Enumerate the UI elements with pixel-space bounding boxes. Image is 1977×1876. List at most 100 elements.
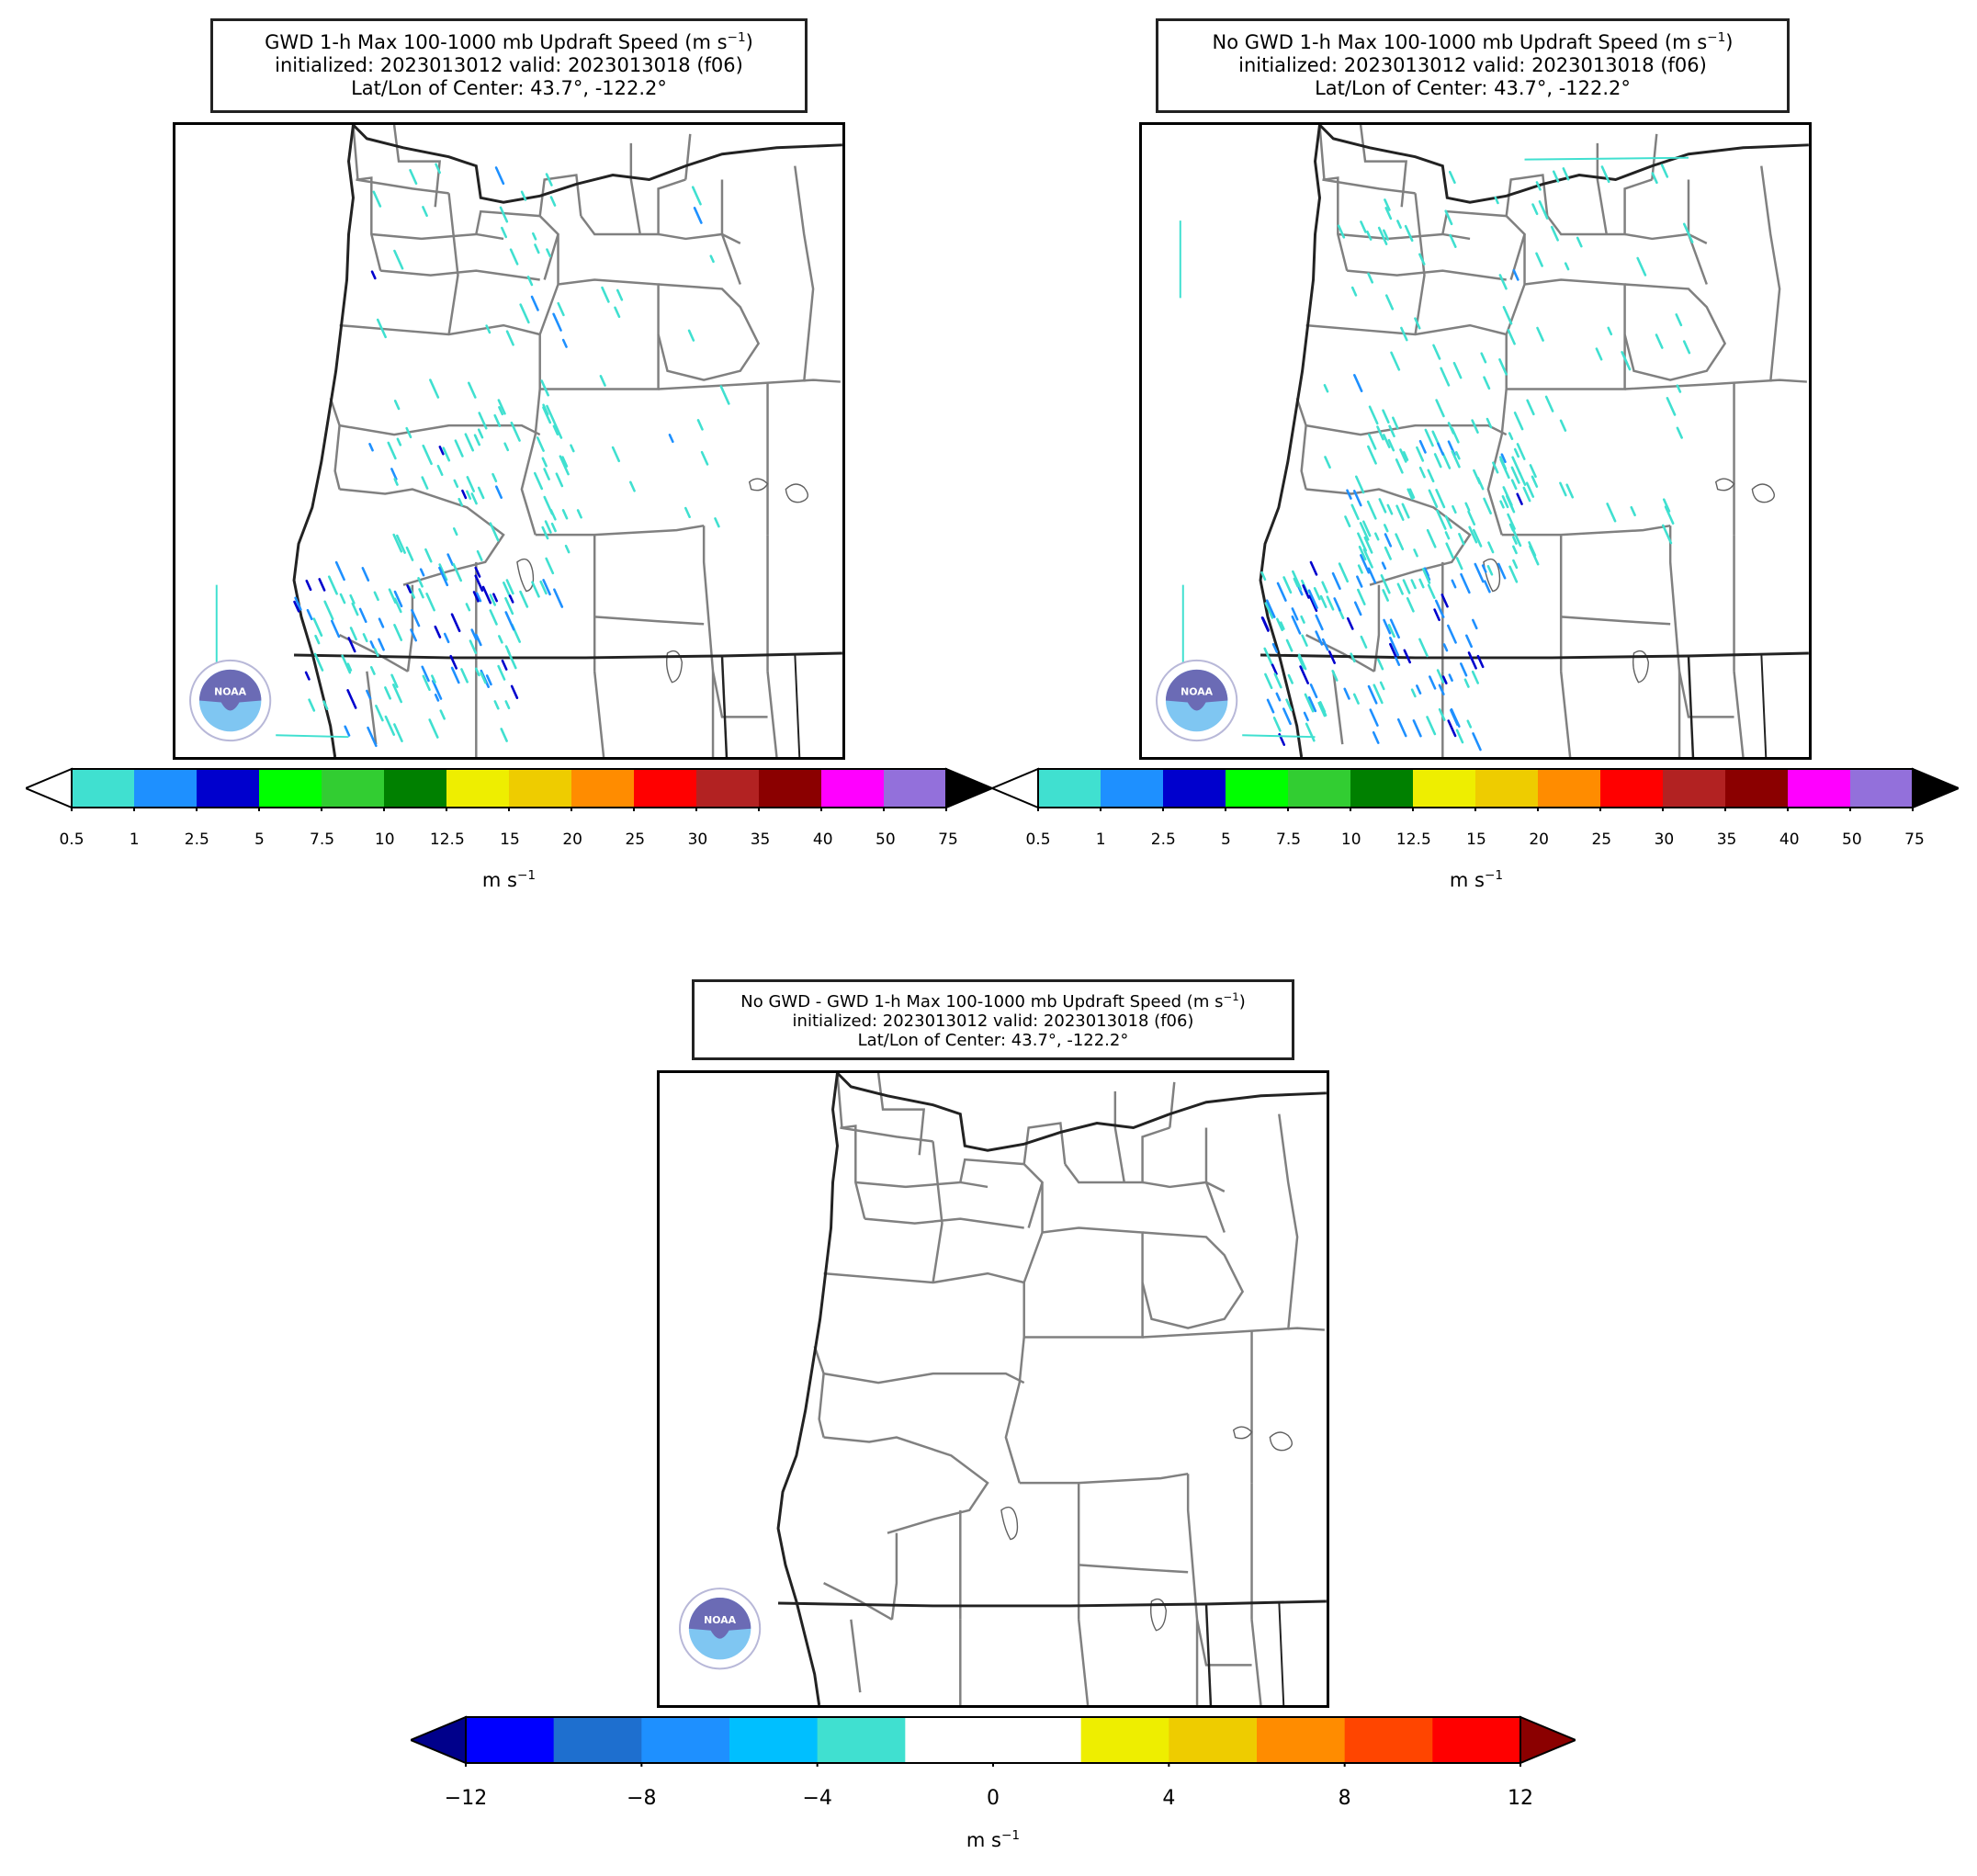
unit-sup: −1 <box>1000 1828 1021 1843</box>
updraft-streak <box>369 665 376 675</box>
state-border-ca-nv <box>720 655 729 757</box>
updraft-streak <box>390 468 398 480</box>
updraft-streak <box>541 457 548 468</box>
updraft-streak <box>1368 405 1379 425</box>
updraft-streak <box>1366 230 1373 241</box>
updraft-streak <box>1512 559 1519 570</box>
county-boundary <box>1668 526 1734 718</box>
updraft-streak <box>384 686 392 700</box>
updraft-streak <box>1377 658 1384 671</box>
updraft-streak <box>293 600 300 613</box>
updraft-streak <box>1662 524 1673 545</box>
updraft-streak <box>1499 458 1510 480</box>
county-boundary <box>1019 1472 1189 1485</box>
updraft-streak <box>334 560 345 582</box>
county-boundary <box>1559 671 1572 757</box>
updraft-streak <box>384 715 396 736</box>
updraft-streak <box>1494 196 1499 205</box>
colorbar-over-arrow <box>945 767 995 809</box>
lake-outline <box>1269 1431 1293 1452</box>
updraft-streak <box>405 426 412 439</box>
updraft-streak <box>687 329 695 342</box>
updraft-streak <box>421 476 429 490</box>
county-boundary <box>658 379 841 390</box>
county-boundary <box>890 1532 898 1620</box>
updraft-streak <box>1379 681 1385 691</box>
updraft-streak <box>1467 510 1476 526</box>
updraft-streak <box>1418 578 1425 589</box>
colorbar-under-arrow <box>23 767 73 809</box>
updraft-streak <box>330 619 341 639</box>
updraft-streak <box>1301 634 1308 647</box>
updraft-streak <box>304 671 311 681</box>
updraft-streak <box>1395 533 1405 551</box>
colorbar-tick-label: 40 <box>812 831 833 849</box>
updraft-streak <box>1497 562 1507 580</box>
title-line2: initialized: 2023013012 valid: 202301301… <box>1238 54 1707 76</box>
updraft-streak <box>1418 253 1426 266</box>
county-boundary <box>594 616 705 626</box>
updraft-streak <box>1486 564 1494 576</box>
updraft-streak <box>313 652 324 672</box>
updraft-streak <box>387 441 397 460</box>
updraft-streak <box>1350 503 1360 521</box>
colorbar-segment <box>1600 769 1664 808</box>
updraft-streak <box>1436 669 1445 684</box>
colorbar-unit-gwd: m s−1 <box>482 868 536 891</box>
updraft-streak <box>1392 416 1399 430</box>
county-boundary <box>876 1073 926 1156</box>
updraft-streak <box>393 590 403 608</box>
updraft-streak <box>1472 732 1482 752</box>
updraft-streak <box>1360 554 1371 574</box>
lake-outline <box>1483 558 1501 593</box>
updraft-streak <box>1418 466 1426 479</box>
updraft-streak <box>349 593 356 605</box>
county-boundary <box>629 142 641 235</box>
updraft-streak <box>1426 528 1437 548</box>
colorbar-tick-label: 4 <box>1162 1787 1176 1810</box>
county-boundary <box>1596 142 1608 235</box>
updraft-streak <box>498 635 503 644</box>
county-boundary <box>1332 671 1344 745</box>
updraft-streak <box>458 497 464 507</box>
updraft-streak <box>464 433 475 452</box>
county-boundary <box>864 1217 1024 1229</box>
county-boundary <box>1250 1619 1262 1705</box>
updraft-streak <box>561 509 569 520</box>
updraft-streak <box>555 472 564 488</box>
updraft-streak <box>1384 207 1393 220</box>
map-layer <box>215 125 842 757</box>
county-boundary <box>1347 269 1507 281</box>
updraft-streak <box>327 575 338 595</box>
colorbar-segment <box>884 769 947 808</box>
county-boundary <box>339 323 541 336</box>
updraft-streak <box>375 705 384 722</box>
updraft-streak <box>1446 624 1457 644</box>
boundary-artifact <box>1524 156 1689 161</box>
updraft-streak <box>466 476 476 492</box>
updraft-streak <box>478 412 488 430</box>
updraft-streak <box>1369 708 1379 727</box>
updraft-streak <box>1535 252 1543 267</box>
updraft-streak <box>1516 492 1523 505</box>
updraft-streak <box>453 479 459 488</box>
updraft-streak <box>557 301 565 317</box>
county-boundary <box>1441 209 1526 280</box>
updraft-streak <box>1372 730 1380 744</box>
county-boundary <box>823 1582 893 1621</box>
updraft-streak <box>629 480 636 492</box>
updraft-streak <box>1285 698 1293 712</box>
updraft-streak <box>1388 424 1395 438</box>
updraft-streak <box>1367 272 1374 284</box>
colorbar-segment <box>1788 769 1851 808</box>
updraft-streak <box>1356 575 1363 588</box>
colorbar-tick-label: 20 <box>562 831 582 849</box>
updraft-streak <box>1559 481 1567 497</box>
updraft-streak <box>474 667 480 677</box>
county-boundary <box>339 424 541 436</box>
updraft-streak <box>449 654 458 670</box>
updraft-streak <box>1518 471 1527 486</box>
updraft-streak <box>693 207 703 224</box>
updraft-streak <box>393 624 403 641</box>
updraft-streak <box>466 490 472 500</box>
